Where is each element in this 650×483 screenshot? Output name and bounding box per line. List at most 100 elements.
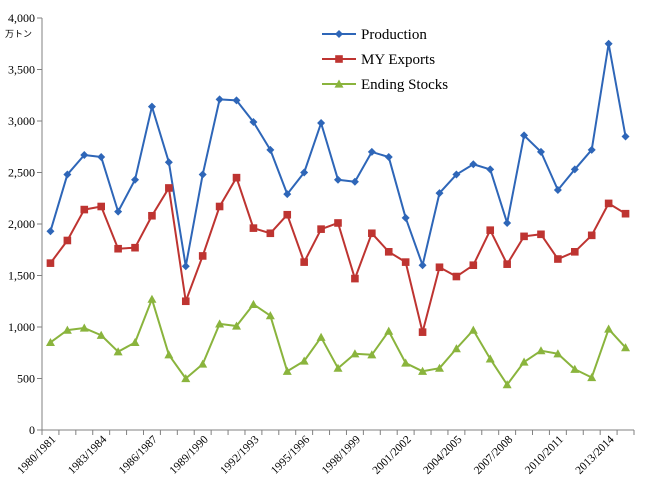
series-ending-stocks: [45, 294, 631, 389]
data-point-production: [486, 165, 495, 174]
data-point-ending-stocks: [621, 343, 631, 352]
data-point-production: [97, 153, 106, 162]
data-point-ending-stocks: [333, 363, 343, 372]
data-point-production: [469, 160, 478, 169]
legend-item-my-exports: MY Exports: [322, 52, 435, 68]
y-axis-unit: 万トン: [5, 30, 32, 40]
data-point-my-exports: [97, 202, 105, 211]
data-point-my-exports: [351, 274, 359, 283]
y-tick-label: 3,500: [8, 63, 35, 77]
y-ticks: 0 500 1,000 1,500 2,000 2,500 3,000 3,500 4,000: [8, 11, 42, 437]
data-point-production: [334, 175, 342, 184]
data-point-production: [452, 170, 461, 179]
data-point-ending-stocks: [384, 326, 394, 335]
data-point-production: [215, 95, 224, 104]
y-tick-label: 2,500: [8, 166, 35, 180]
data-point-my-exports: [80, 205, 89, 214]
data-point-ending-stocks: [468, 325, 478, 334]
x-tick-label: 2013/2014: [573, 433, 616, 476]
data-point-my-exports: [215, 202, 224, 211]
data-point-ending-stocks: [451, 344, 461, 353]
data-point-ending-stocks: [62, 325, 72, 334]
data-point-my-exports: [300, 258, 308, 266]
legend-item-ending-stocks: Ending Stocks: [322, 77, 448, 93]
data-point-ending-stocks: [248, 299, 258, 308]
data-point-my-exports: [604, 199, 613, 208]
x-ticks: 1980/1981 1983/1984 1986/1987 1989/1990 1992…: [15, 430, 635, 477]
data-point-ending-stocks: [181, 374, 191, 383]
data-point-my-exports: [249, 224, 258, 232]
data-point-my-exports: [198, 252, 207, 260]
data-point-my-exports: [63, 236, 72, 245]
data-point-production: [401, 213, 410, 222]
data-point-ending-stocks: [232, 321, 242, 330]
data-point-ending-stocks: [164, 350, 174, 359]
legend-swatch-marker: [334, 79, 344, 88]
data-point-my-exports: [621, 209, 630, 218]
x-tick-label: 1989/1990: [168, 433, 211, 476]
data-point-ending-stocks: [367, 350, 377, 359]
data-point-ending-stocks: [130, 337, 140, 347]
data-point-production: [266, 145, 275, 154]
data-point-production: [46, 227, 55, 236]
data-point-ending-stocks: [604, 324, 614, 333]
x-tick-label: 1998/1999: [320, 433, 363, 476]
data-point-my-exports: [266, 229, 275, 238]
data-point-ending-stocks: [215, 319, 225, 328]
data-point-my-exports: [435, 263, 444, 272]
data-point-my-exports: [181, 297, 190, 306]
data-point-production: [114, 207, 123, 216]
data-point-production: [503, 218, 512, 227]
data-point-my-exports: [418, 328, 427, 336]
data-point-production: [587, 145, 596, 154]
data-point-production: [300, 168, 309, 177]
series-my-exports: [46, 173, 630, 336]
data-point-my-exports: [317, 225, 325, 233]
legend-swatch-marker: [335, 55, 343, 63]
data-point-production: [570, 165, 579, 174]
data-point-ending-stocks: [502, 380, 512, 389]
x-tick-label: 2010/2011: [523, 433, 566, 476]
data-point-my-exports: [46, 259, 55, 267]
data-point-ending-stocks: [45, 337, 55, 347]
data-point-production: [367, 147, 376, 156]
y-tick-label: 3,000: [8, 114, 35, 128]
x-tick-label: 2001/2002: [371, 433, 414, 476]
y-tick-label: 4,000: [8, 11, 35, 25]
data-point-ending-stocks: [587, 372, 597, 382]
data-point-production: [350, 177, 359, 186]
data-point-ending-stocks: [282, 366, 292, 375]
data-point-ending-stocks: [265, 311, 275, 320]
data-point-ending-stocks: [350, 349, 360, 358]
data-point-production: [384, 153, 393, 162]
legend-item-production: Production: [322, 27, 427, 43]
data-point-ending-stocks: [113, 347, 123, 356]
data-point-ending-stocks: [96, 330, 106, 339]
data-point-my-exports: [368, 229, 376, 238]
legend-label: Ending Stocks: [361, 77, 448, 93]
data-point-production: [604, 39, 613, 48]
data-point-my-exports: [469, 261, 478, 269]
series-line-my-exports: [49, 176, 627, 334]
x-tick-label: 2004/2005: [421, 433, 464, 476]
data-point-production: [198, 170, 207, 179]
data-point-ending-stocks: [434, 363, 444, 372]
data-point-ending-stocks: [147, 294, 157, 303]
data-point-production: [283, 190, 292, 199]
data-point-production: [164, 158, 173, 167]
data-point-my-exports: [452, 272, 461, 281]
x-tick-label: 1995/1996: [269, 433, 312, 476]
data-point-production: [621, 132, 630, 141]
data-point-production: [147, 102, 156, 111]
data-point-ending-stocks: [553, 349, 563, 358]
data-point-production: [131, 175, 140, 184]
data-point-ending-stocks: [570, 364, 580, 373]
data-point-my-exports: [114, 244, 122, 253]
legend-label: MY Exports: [361, 52, 435, 68]
data-point-ending-stocks: [536, 346, 546, 355]
data-point-my-exports: [148, 211, 156, 220]
x-tick-label: 1983/1984: [66, 433, 109, 476]
y-tick-label: 500: [17, 372, 35, 386]
x-tick-label: 1992/1993: [218, 433, 261, 476]
